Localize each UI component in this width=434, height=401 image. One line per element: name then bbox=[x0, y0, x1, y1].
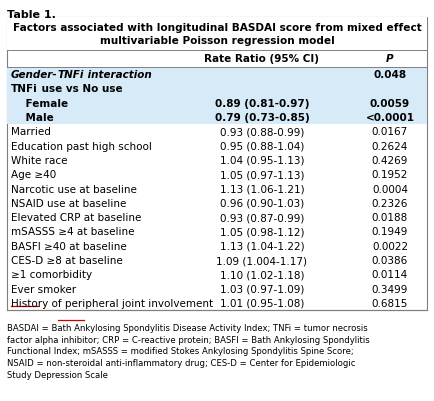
Text: 0.3499: 0.3499 bbox=[372, 284, 408, 294]
Text: 0.2326: 0.2326 bbox=[372, 198, 408, 209]
Text: Education past high school: Education past high school bbox=[11, 141, 152, 151]
Bar bbox=[7, 18, 427, 310]
Text: 1.01 (0.95-1.08): 1.01 (0.95-1.08) bbox=[220, 298, 304, 308]
Text: 0.0167: 0.0167 bbox=[372, 127, 408, 137]
Text: 0.0188: 0.0188 bbox=[372, 213, 408, 223]
Bar bbox=[7, 96, 427, 111]
Text: 0.0004: 0.0004 bbox=[372, 184, 408, 194]
Text: 1.13 (1.04-1.22): 1.13 (1.04-1.22) bbox=[220, 241, 304, 251]
Text: 0.0114: 0.0114 bbox=[372, 270, 408, 279]
Text: Elevated CRP at baseline: Elevated CRP at baseline bbox=[11, 213, 141, 223]
Text: BASFI ≥40 at baseline: BASFI ≥40 at baseline bbox=[11, 241, 127, 251]
Text: <0.0001: <0.0001 bbox=[365, 113, 414, 123]
Text: 1.03 (0.97-1.09): 1.03 (0.97-1.09) bbox=[220, 284, 304, 294]
Text: 1.04 (0.95-1.13): 1.04 (0.95-1.13) bbox=[220, 156, 304, 166]
Text: 1.09 (1.004-1.17): 1.09 (1.004-1.17) bbox=[217, 255, 308, 265]
Text: 0.79 (0.73-0.85): 0.79 (0.73-0.85) bbox=[215, 113, 309, 123]
Text: Married: Married bbox=[11, 127, 51, 137]
Text: White race: White race bbox=[11, 156, 68, 166]
Text: P: P bbox=[386, 55, 394, 64]
Text: Male: Male bbox=[11, 113, 54, 123]
Text: 0.2624: 0.2624 bbox=[372, 141, 408, 151]
Text: 0.96 (0.90-1.03): 0.96 (0.90-1.03) bbox=[220, 198, 304, 209]
Text: 0.0386: 0.0386 bbox=[372, 255, 408, 265]
Text: 0.89 (0.81-0.97): 0.89 (0.81-0.97) bbox=[215, 99, 309, 109]
Text: 0.93 (0.87-0.99): 0.93 (0.87-0.99) bbox=[220, 213, 304, 223]
Text: interaction: interaction bbox=[84, 70, 152, 80]
Text: 0.048: 0.048 bbox=[373, 70, 407, 80]
Text: 0.93 (0.88-0.99): 0.93 (0.88-0.99) bbox=[220, 127, 304, 137]
Text: Narcotic use at baseline: Narcotic use at baseline bbox=[11, 184, 137, 194]
Text: BASDAI = Bath Ankylosing Spondylitis Disease Activity Index; TNFi = tumor necros: BASDAI = Bath Ankylosing Spondylitis Dis… bbox=[7, 323, 370, 379]
Text: Rate Ratio (95% CI): Rate Ratio (95% CI) bbox=[204, 55, 319, 64]
Text: 1.05 (0.98-1.12): 1.05 (0.98-1.12) bbox=[220, 227, 304, 237]
Bar bbox=[7, 111, 427, 125]
Text: 1.13 (1.06-1.21): 1.13 (1.06-1.21) bbox=[220, 184, 304, 194]
Text: 0.0022: 0.0022 bbox=[372, 241, 408, 251]
Text: 0.6815: 0.6815 bbox=[372, 298, 408, 308]
Text: Female: Female bbox=[11, 99, 68, 109]
Text: 0.0059: 0.0059 bbox=[370, 99, 410, 109]
Bar bbox=[7, 82, 427, 96]
Text: NSAID use at baseline: NSAID use at baseline bbox=[11, 198, 126, 209]
Text: 0.1949: 0.1949 bbox=[372, 227, 408, 237]
Bar bbox=[7, 68, 427, 82]
Text: mSASSS ≥4 at baseline: mSASSS ≥4 at baseline bbox=[11, 227, 135, 237]
Text: 0.4269: 0.4269 bbox=[372, 156, 408, 166]
Text: Age ≥40: Age ≥40 bbox=[11, 170, 56, 180]
Text: Ever smoker: Ever smoker bbox=[11, 284, 76, 294]
Bar bbox=[7, 18, 427, 51]
Text: 0.95 (0.88-1.04): 0.95 (0.88-1.04) bbox=[220, 141, 304, 151]
Text: 1.10 (1.02-1.18): 1.10 (1.02-1.18) bbox=[220, 270, 304, 279]
Text: ≥1 comorbidity: ≥1 comorbidity bbox=[11, 270, 92, 279]
Text: use vs No use: use vs No use bbox=[38, 84, 122, 94]
Text: Gender-: Gender- bbox=[11, 70, 58, 80]
Text: TNFi: TNFi bbox=[58, 70, 84, 80]
Text: 0.1952: 0.1952 bbox=[372, 170, 408, 180]
Text: CES-D ≥8 at baseline: CES-D ≥8 at baseline bbox=[11, 255, 123, 265]
Text: Factors associated with longitudinal BASDAI score from mixed effect
multivariabl: Factors associated with longitudinal BAS… bbox=[13, 23, 421, 46]
Text: 1.05 (0.97-1.13): 1.05 (0.97-1.13) bbox=[220, 170, 304, 180]
Text: Table 1.: Table 1. bbox=[7, 10, 56, 20]
Text: History of peripheral joint involvement: History of peripheral joint involvement bbox=[11, 298, 213, 308]
Text: TNFi: TNFi bbox=[11, 84, 38, 94]
